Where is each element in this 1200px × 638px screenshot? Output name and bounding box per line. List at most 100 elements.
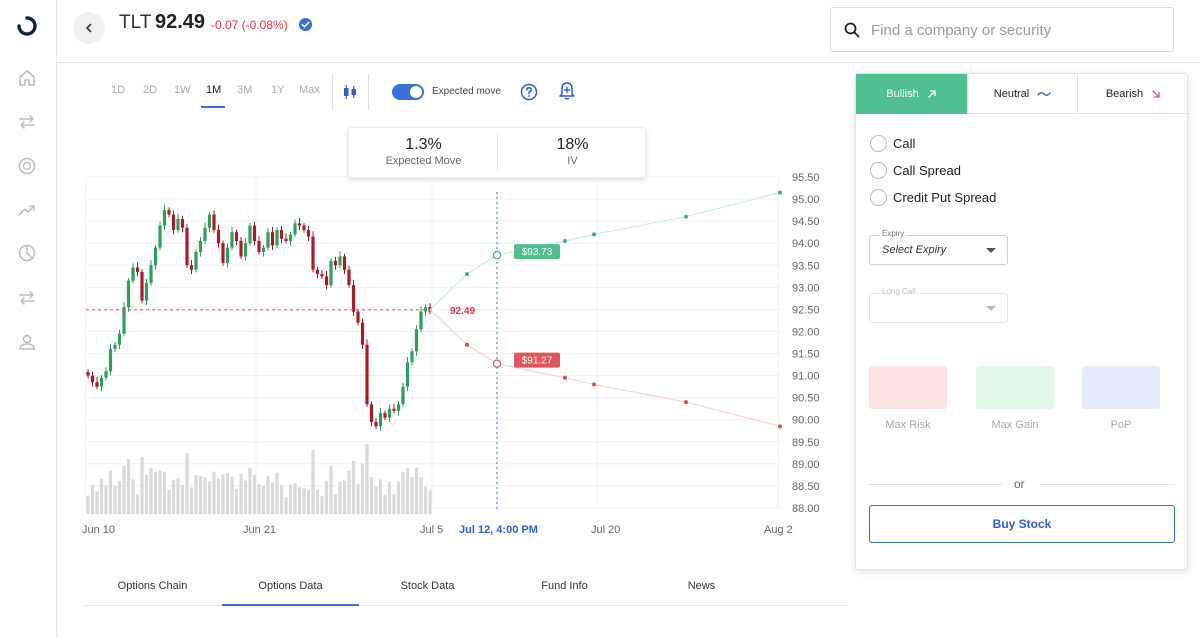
volume-bar (113, 485, 117, 514)
tab-news[interactable]: News (687, 580, 716, 592)
timeframe-max[interactable]: Max (299, 84, 320, 96)
verified-icon (298, 17, 313, 32)
volume-bar (180, 485, 185, 514)
volume-bar (306, 489, 311, 514)
trending-icon[interactable] (15, 198, 39, 222)
candle-body (216, 229, 221, 244)
tab-neutral[interactable]: Neutral (967, 74, 1078, 114)
back-button[interactable] (73, 12, 105, 44)
option-call-spread[interactable]: Call Spread (870, 161, 961, 179)
candle-body (203, 227, 207, 241)
candle-body (360, 322, 365, 345)
candle-body (252, 225, 257, 241)
radio-call-spread[interactable] (870, 161, 887, 179)
volume-bar (212, 471, 216, 514)
candle-body (207, 214, 212, 228)
lower-projection-line (429, 309, 781, 427)
swap-icon[interactable] (15, 286, 39, 310)
user-icon[interactable] (15, 330, 39, 354)
tab-bearish[interactable]: Bearish (1078, 74, 1189, 114)
volume-bar (320, 496, 324, 514)
projection-point (684, 214, 688, 219)
buy-stock-button[interactable]: Buy Stock (869, 505, 1175, 543)
volume-bar (86, 495, 90, 514)
tab-bullish[interactable]: Bullish (856, 74, 967, 114)
x-tick-label: Jun 21 (243, 524, 276, 536)
timeframe-1m[interactable]: 1M (206, 84, 222, 96)
timeframe-1w[interactable]: 1W (174, 84, 191, 96)
expiry-label: Expiry (880, 229, 907, 238)
search-input[interactable] (871, 16, 1161, 44)
x-tick-label: Jun 10 (82, 524, 115, 536)
timeframe-2d[interactable]: 2D (143, 84, 158, 96)
x-axis: Jun 10 Jun 21 Jul 5 Jul 12, 4:00 PM Jul 20 Au… (82, 524, 793, 536)
long-call-select[interactable]: Long Call (869, 287, 1008, 323)
volume-bar (365, 444, 369, 514)
radio-call[interactable] (870, 134, 887, 152)
volume-bar (410, 477, 414, 514)
volume-bar (329, 465, 333, 514)
volume-bar (392, 494, 396, 514)
candle-body (315, 269, 320, 275)
candle-body (288, 234, 293, 241)
home-icon[interactable] (15, 66, 39, 90)
expected-move-toggle[interactable] (392, 84, 424, 100)
tab-fund-info[interactable]: Fund Info (541, 580, 588, 592)
expected-move-card: 1.3% Expected Move 18% IV (348, 127, 646, 178)
bell-add-icon[interactable] (558, 81, 576, 101)
volume-bar (234, 489, 239, 514)
or-text: or (1014, 477, 1025, 491)
volume-bar (167, 489, 171, 514)
candle-body (104, 371, 108, 378)
projection-point (563, 375, 567, 380)
volume-bar (104, 485, 108, 514)
candlestick-chart-icon[interactable] (343, 84, 357, 100)
max-risk-label: Max Risk (885, 419, 931, 431)
transfer-icon[interactable] (15, 110, 39, 134)
candle-body (189, 265, 194, 270)
candle-body (261, 247, 266, 253)
candle-body (410, 351, 414, 363)
help-icon[interactable] (520, 83, 538, 101)
projection-point (465, 342, 469, 347)
candle-body (122, 307, 126, 334)
search-box[interactable] (830, 7, 1174, 52)
price-chart[interactable]: 92.49 $93.73 $91.27 95.50 95.00 94.50 94.00 93… (80, 168, 840, 540)
tab-options-data[interactable]: Options Data (258, 580, 323, 592)
active-timeframe-indicator (201, 106, 225, 108)
timeframe-3m[interactable]: 3M (237, 84, 253, 96)
option-call-label: Call (893, 135, 916, 151)
radio-credit-put-spread[interactable] (870, 188, 887, 206)
option-call[interactable]: Call (870, 134, 915, 152)
x-tick-label: Aug 2 (764, 524, 793, 536)
volume-bar (230, 476, 234, 514)
dollar-icon[interactable] (15, 154, 39, 178)
timeframe-1d[interactable]: 1D (111, 84, 126, 96)
candle-body (221, 243, 225, 264)
timeframe-1y[interactable]: 1Y (271, 84, 285, 96)
logo-icon[interactable] (14, 14, 38, 38)
candle-body (356, 311, 360, 323)
y-tick-label: 88.50 (792, 481, 820, 493)
or-divider-left (869, 484, 1002, 485)
tab-options-chain[interactable]: Options Chain (117, 580, 188, 592)
candle-body (333, 260, 338, 266)
candle-body (293, 223, 297, 235)
toolbar-divider-2 (368, 74, 369, 110)
candle-body (162, 210, 167, 226)
volume-bar (207, 481, 212, 514)
volume-bar (293, 483, 297, 514)
candle-body (270, 232, 275, 246)
volume-bar (108, 470, 113, 514)
candle-body (248, 225, 252, 244)
candle-body (243, 243, 248, 257)
candle-body (171, 214, 176, 230)
candle-body (113, 344, 117, 350)
tab-stock-data[interactable]: Stock Data (400, 580, 455, 592)
pie-icon[interactable] (15, 241, 39, 265)
candle-body (86, 372, 90, 376)
upper-target-point (492, 250, 502, 260)
expiry-select[interactable]: Expiry Select Expiry (869, 229, 1008, 265)
volume-bar (221, 474, 225, 514)
option-credit-put-spread[interactable]: Credit Put Spread (870, 188, 996, 206)
